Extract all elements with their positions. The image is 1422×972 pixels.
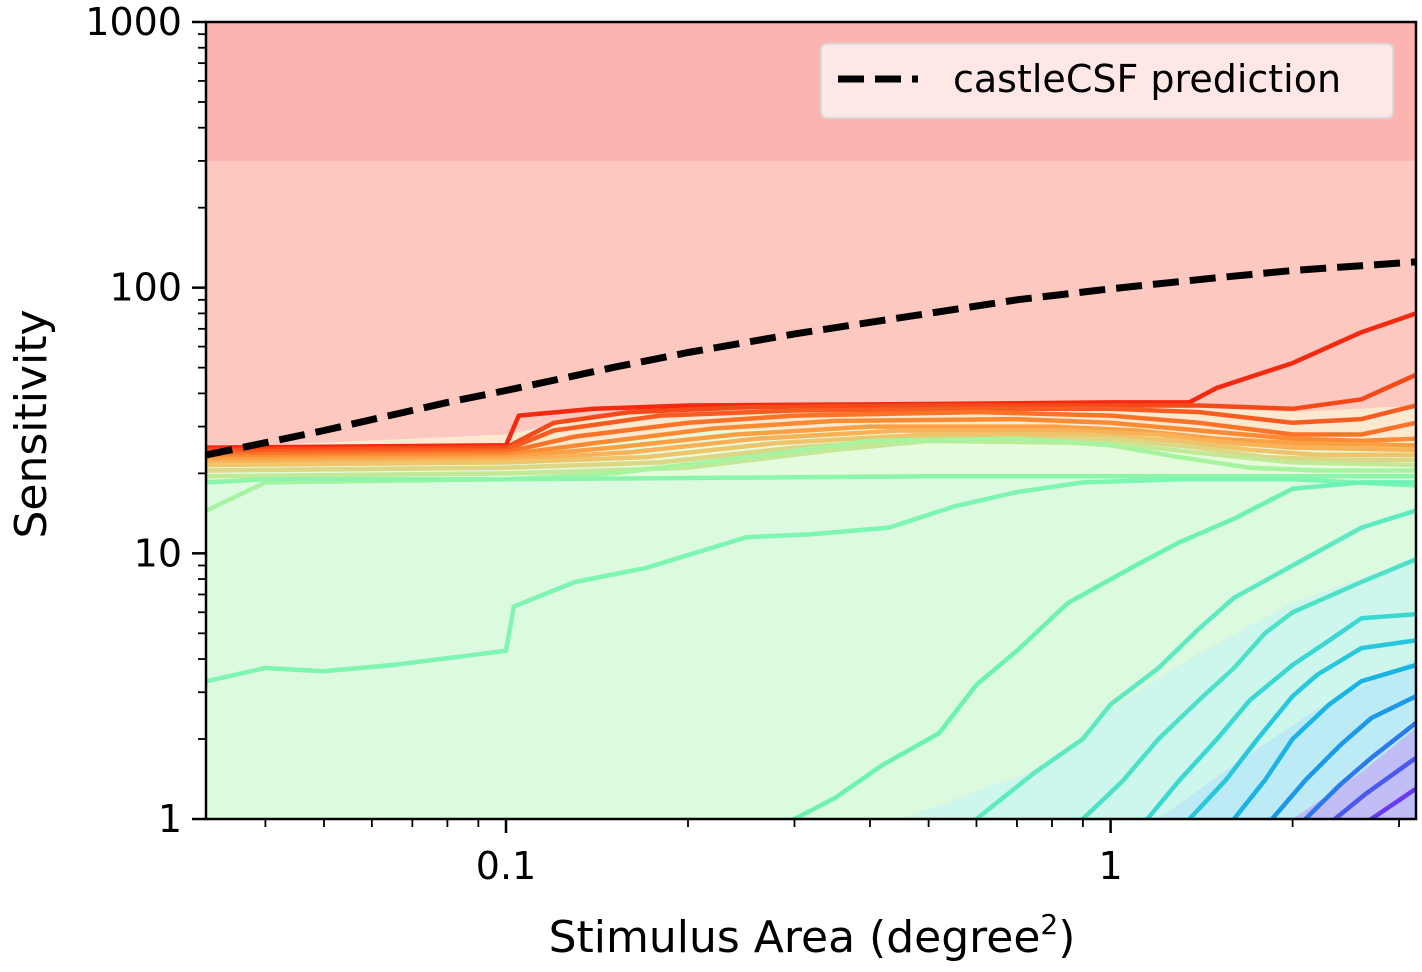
contour-line-13	[792, 480, 1416, 819]
y-tick-label: 1000	[85, 0, 182, 44]
prediction-line-group	[206, 258, 1416, 459]
contour-line-11	[206, 474, 1416, 485]
legend-label: castleCSF prediction	[953, 57, 1341, 101]
contour-line-6	[206, 428, 1416, 465]
contour-line-15	[1080, 557, 1416, 819]
contour-line-5	[206, 424, 1416, 463]
contour-line-12	[206, 477, 1416, 684]
x-axis-ticks: 0.1 1	[264, 819, 1400, 888]
contour-band-6	[1292, 728, 1416, 819]
contour-line-3	[206, 409, 1416, 458]
legend: castleCSF prediction	[820, 43, 1394, 119]
x-tick-label: 0.1	[476, 844, 536, 888]
contour-line-16	[1145, 611, 1416, 819]
x-tick-label: 1	[1098, 844, 1122, 888]
contour-lines	[206, 311, 1416, 819]
contour-line-1	[206, 372, 1416, 453]
y-tick-label: 10	[134, 531, 182, 575]
contour-line-17	[1187, 638, 1416, 819]
contour-band-0	[206, 160, 1416, 448]
contour-band-3	[206, 476, 1416, 819]
contour-line-7	[206, 432, 1416, 468]
castlecsf-prediction-line	[206, 258, 1416, 459]
contour-band-5	[1158, 659, 1416, 819]
y-tick-label: 100	[109, 266, 182, 310]
contour-line-14	[974, 508, 1416, 819]
contour-line-22	[1369, 786, 1416, 819]
contour-line-20	[1303, 720, 1416, 819]
contour-line-0	[206, 311, 1416, 450]
legend-box	[820, 43, 1394, 119]
contour-line-21	[1332, 755, 1416, 819]
contour-line-19	[1269, 693, 1416, 819]
x-axis-label-main: Stimulus Area (degree	[549, 912, 1041, 963]
plot-frame	[204, 20, 1418, 821]
y-axis-label: Sensitivity	[6, 309, 57, 538]
y-tick-label: 1	[158, 797, 182, 841]
x-axis-label-suffix: )	[1058, 912, 1075, 963]
contour-line-2	[206, 403, 1416, 455]
x-axis-label-superscript: 2	[1040, 908, 1058, 941]
contour-line-4	[206, 416, 1416, 460]
y-axis-ticks: 1 10 100 1000	[85, 0, 206, 841]
contour-line-18	[1231, 662, 1416, 819]
contour-band-4	[900, 559, 1416, 819]
x-axis-label: Stimulus Area (degree2)	[549, 908, 1076, 963]
